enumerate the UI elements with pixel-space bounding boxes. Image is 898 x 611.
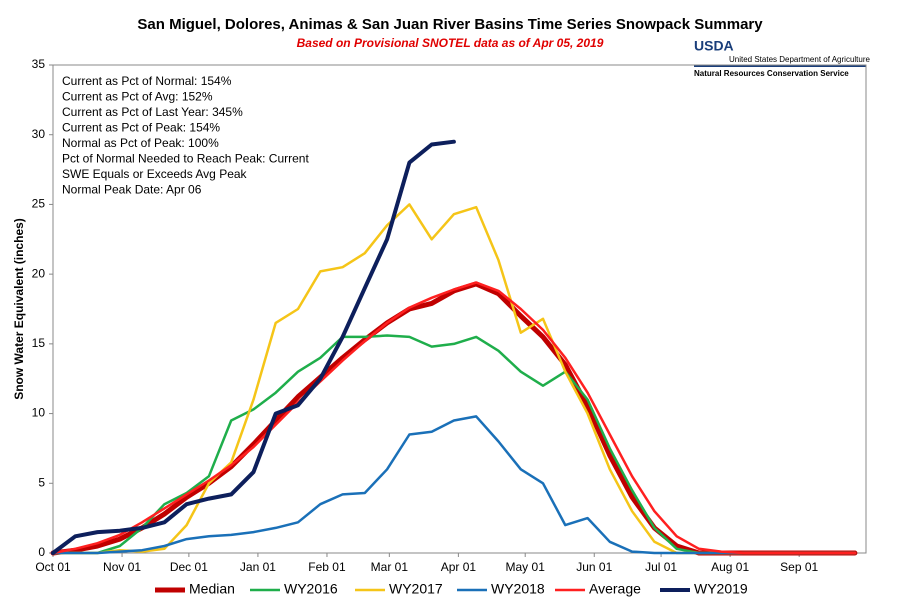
y-tick-label: 20 [32,266,46,280]
x-tick-label: May 01 [506,560,546,574]
y-tick-label: 25 [32,197,46,211]
x-tick-label: Apr 01 [441,560,477,574]
legend-label: Average [589,581,641,597]
x-tick-label: Jan 01 [240,560,276,574]
annotation: Current as Pct of Peak: 154% [62,121,220,135]
annotation: SWE Equals or Exceeds Avg Peak [62,167,248,181]
plot-frame [52,64,867,554]
y-tick-label: 15 [32,336,46,350]
series-line [51,139,456,555]
legend-label: WY2019 [694,581,748,597]
y-tick-label: 10 [32,406,46,420]
x-tick-label: Jun 01 [576,560,612,574]
legend-label: Median [189,581,235,597]
annotation: Current as Pct of Last Year: 345% [62,105,243,119]
legend-label: WY2018 [491,581,545,597]
series-line [51,281,857,555]
annotation: Current as Pct of Normal: 154% [62,74,232,88]
x-tick-label: Mar 01 [371,560,409,574]
x-tick-label: Sep 01 [780,560,818,574]
x-tick-label: Nov 01 [103,560,141,574]
legend-label: WY2017 [389,581,443,597]
chart-subtitle: Based on Provisional SNOTEL data as of A… [297,36,604,50]
logo-line2: Natural Resources Conservation Service [694,69,849,78]
y-tick-label: 5 [38,475,45,489]
logo-mark: USDA [694,38,734,54]
y-tick-label: 35 [32,57,46,71]
y-tick-label: 0 [38,545,45,559]
annotation: Current as Pct of Avg: 152% [62,90,213,104]
x-tick-label: Aug 01 [711,560,749,574]
x-tick-label: Feb 01 [308,560,346,574]
logo-line1: United States Department of Agriculture [729,55,871,64]
x-tick-label: Oct 01 [35,560,71,574]
x-tick-label: Dec 01 [170,560,208,574]
y-axis-label: Snow Water Equivalent (inches) [12,218,26,400]
annotation: Normal Peak Date: Apr 06 [62,183,202,197]
annotation: Pct of Normal Needed to Reach Peak: Curr… [62,152,309,166]
legend-label: WY2016 [284,581,338,597]
series-line [51,415,857,555]
annotation: Normal as Pct of Peak: 100% [62,136,219,150]
y-tick-label: 30 [32,127,46,141]
x-tick-label: Jul 01 [645,560,677,574]
chart-title: San Miguel, Dolores, Animas & San Juan R… [137,16,763,33]
